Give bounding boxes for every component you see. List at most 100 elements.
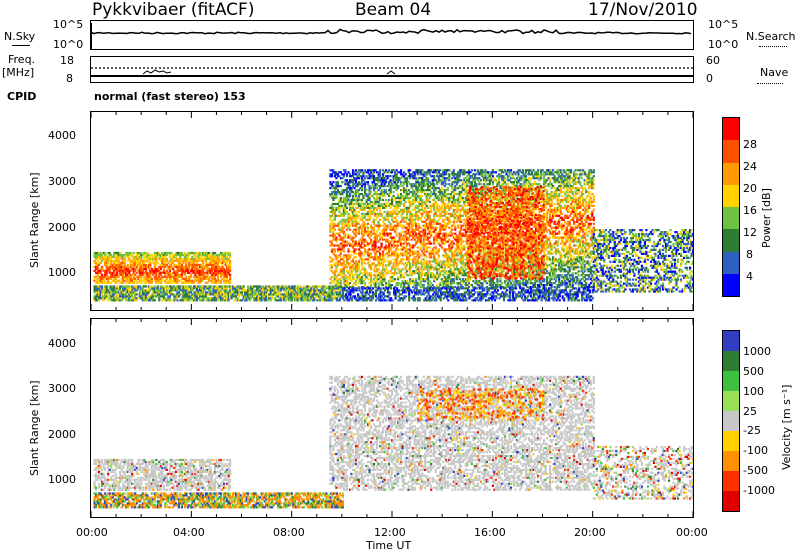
heatmap-cell (341, 177, 344, 180)
heatmap-cell (225, 257, 229, 261)
heatmap-cell (437, 232, 440, 235)
heatmap-cell (377, 222, 380, 225)
heatmap-cell (155, 269, 158, 272)
heatmap-cell (104, 273, 107, 276)
heatmap-cell (125, 297, 128, 300)
heatmap-cell (440, 240, 443, 243)
heatmap-cell (428, 254, 431, 257)
heatmap-cell (313, 285, 316, 288)
heatmap-cell (369, 240, 373, 243)
heatmap-cell (147, 285, 150, 288)
heatmap-cell (392, 280, 395, 283)
heatmap-cell (241, 293, 244, 296)
heatmap-cell (159, 277, 162, 280)
heatmap-cell (347, 214, 350, 217)
heatmap-cell (131, 299, 134, 302)
heatmap-cell (98, 285, 101, 288)
heatmap-cell (412, 224, 415, 227)
heatmap-cell (125, 285, 128, 288)
heatmap-cell (198, 281, 202, 284)
heatmap-cell (397, 262, 400, 265)
heatmap-cell (421, 278, 424, 281)
heatmap-cell (416, 187, 419, 190)
heatmap-cell (330, 210, 333, 213)
heatmap-cell (268, 297, 271, 300)
heatmap-cell (401, 218, 404, 221)
heatmap-cell (122, 285, 125, 288)
heatmap-cell (428, 268, 431, 271)
heatmap-cell (138, 291, 141, 294)
heatmap-cell (332, 232, 335, 235)
heatmap-cell (284, 291, 287, 294)
heatmap-cell (439, 260, 442, 263)
heatmap-cell (356, 175, 359, 178)
heatmap-cell (416, 236, 419, 239)
heatmap-cell (155, 275, 158, 278)
heatmap-cell (427, 232, 430, 235)
heatmap-cell (329, 193, 332, 196)
heatmap-cell (338, 193, 341, 196)
heatmap-cell (134, 255, 137, 259)
heatmap-cell (131, 253, 134, 257)
heatmap-cell (150, 257, 153, 261)
heatmap-cell (230, 287, 233, 290)
heatmap-cell (114, 251, 117, 255)
heatmap-cell (406, 236, 409, 239)
heatmap-cell (128, 287, 131, 290)
heatmap-cell (440, 214, 443, 217)
heatmap-cell (372, 244, 376, 247)
heatmap-cell (162, 269, 165, 272)
heatmap-cell (182, 261, 185, 264)
heatmap-cell (164, 253, 167, 257)
heatmap-cell (356, 200, 359, 204)
heatmap-cell (162, 263, 165, 266)
heatmap-cell (167, 297, 170, 300)
heatmap-cell (354, 216, 358, 219)
heatmap-cell (374, 286, 377, 289)
heatmap-cell (382, 198, 385, 202)
heatmap-cell (427, 266, 430, 269)
heatmap-cell (406, 185, 409, 188)
heatmap-cell (129, 287, 132, 290)
heatmap-cell (224, 279, 227, 282)
heatmap-cell (419, 246, 422, 249)
heatmap-cell (350, 200, 353, 204)
heatmap-cell (155, 273, 158, 276)
heatmap-cell (401, 252, 404, 255)
heatmap-cell (204, 281, 208, 284)
heatmap-cell (229, 269, 232, 272)
heatmap-cell (449, 268, 452, 271)
heatmap-cell (335, 202, 338, 206)
heatmap-cell (134, 277, 137, 280)
heatmap-cell (135, 279, 138, 282)
heatmap-cell (407, 260, 410, 263)
heatmap-cell (452, 198, 455, 202)
heatmap-cell (182, 295, 185, 298)
heatmap-cell (156, 267, 159, 270)
heatmap-cell (176, 277, 179, 280)
heatmap-cell (131, 265, 134, 268)
heatmap-cell (268, 293, 271, 296)
heatmap-cell (451, 256, 454, 259)
heatmap-cell (319, 295, 322, 298)
heatmap-cell (430, 252, 433, 255)
heatmap-cell (357, 248, 361, 251)
heatmap-cell (360, 206, 364, 209)
heatmap-cell (360, 280, 364, 283)
heatmap-cell (191, 259, 194, 262)
heatmap-cell (218, 253, 221, 257)
heatmap-cell (213, 295, 217, 298)
heatmap-cell (165, 251, 168, 255)
heatmap-cell (274, 287, 277, 290)
heatmap-cell (141, 289, 144, 292)
heatmap-cell (262, 295, 265, 298)
heatmap-cell (436, 268, 439, 271)
heatmap-cell (95, 257, 98, 261)
heatmap-cell (244, 297, 247, 300)
heatmap-cell (280, 289, 283, 292)
heatmap-cell (260, 293, 263, 296)
heatmap-cell (197, 291, 200, 294)
heatmap-cell (457, 246, 460, 249)
heatmap-cell (134, 285, 137, 288)
heatmap-cell (251, 295, 254, 298)
